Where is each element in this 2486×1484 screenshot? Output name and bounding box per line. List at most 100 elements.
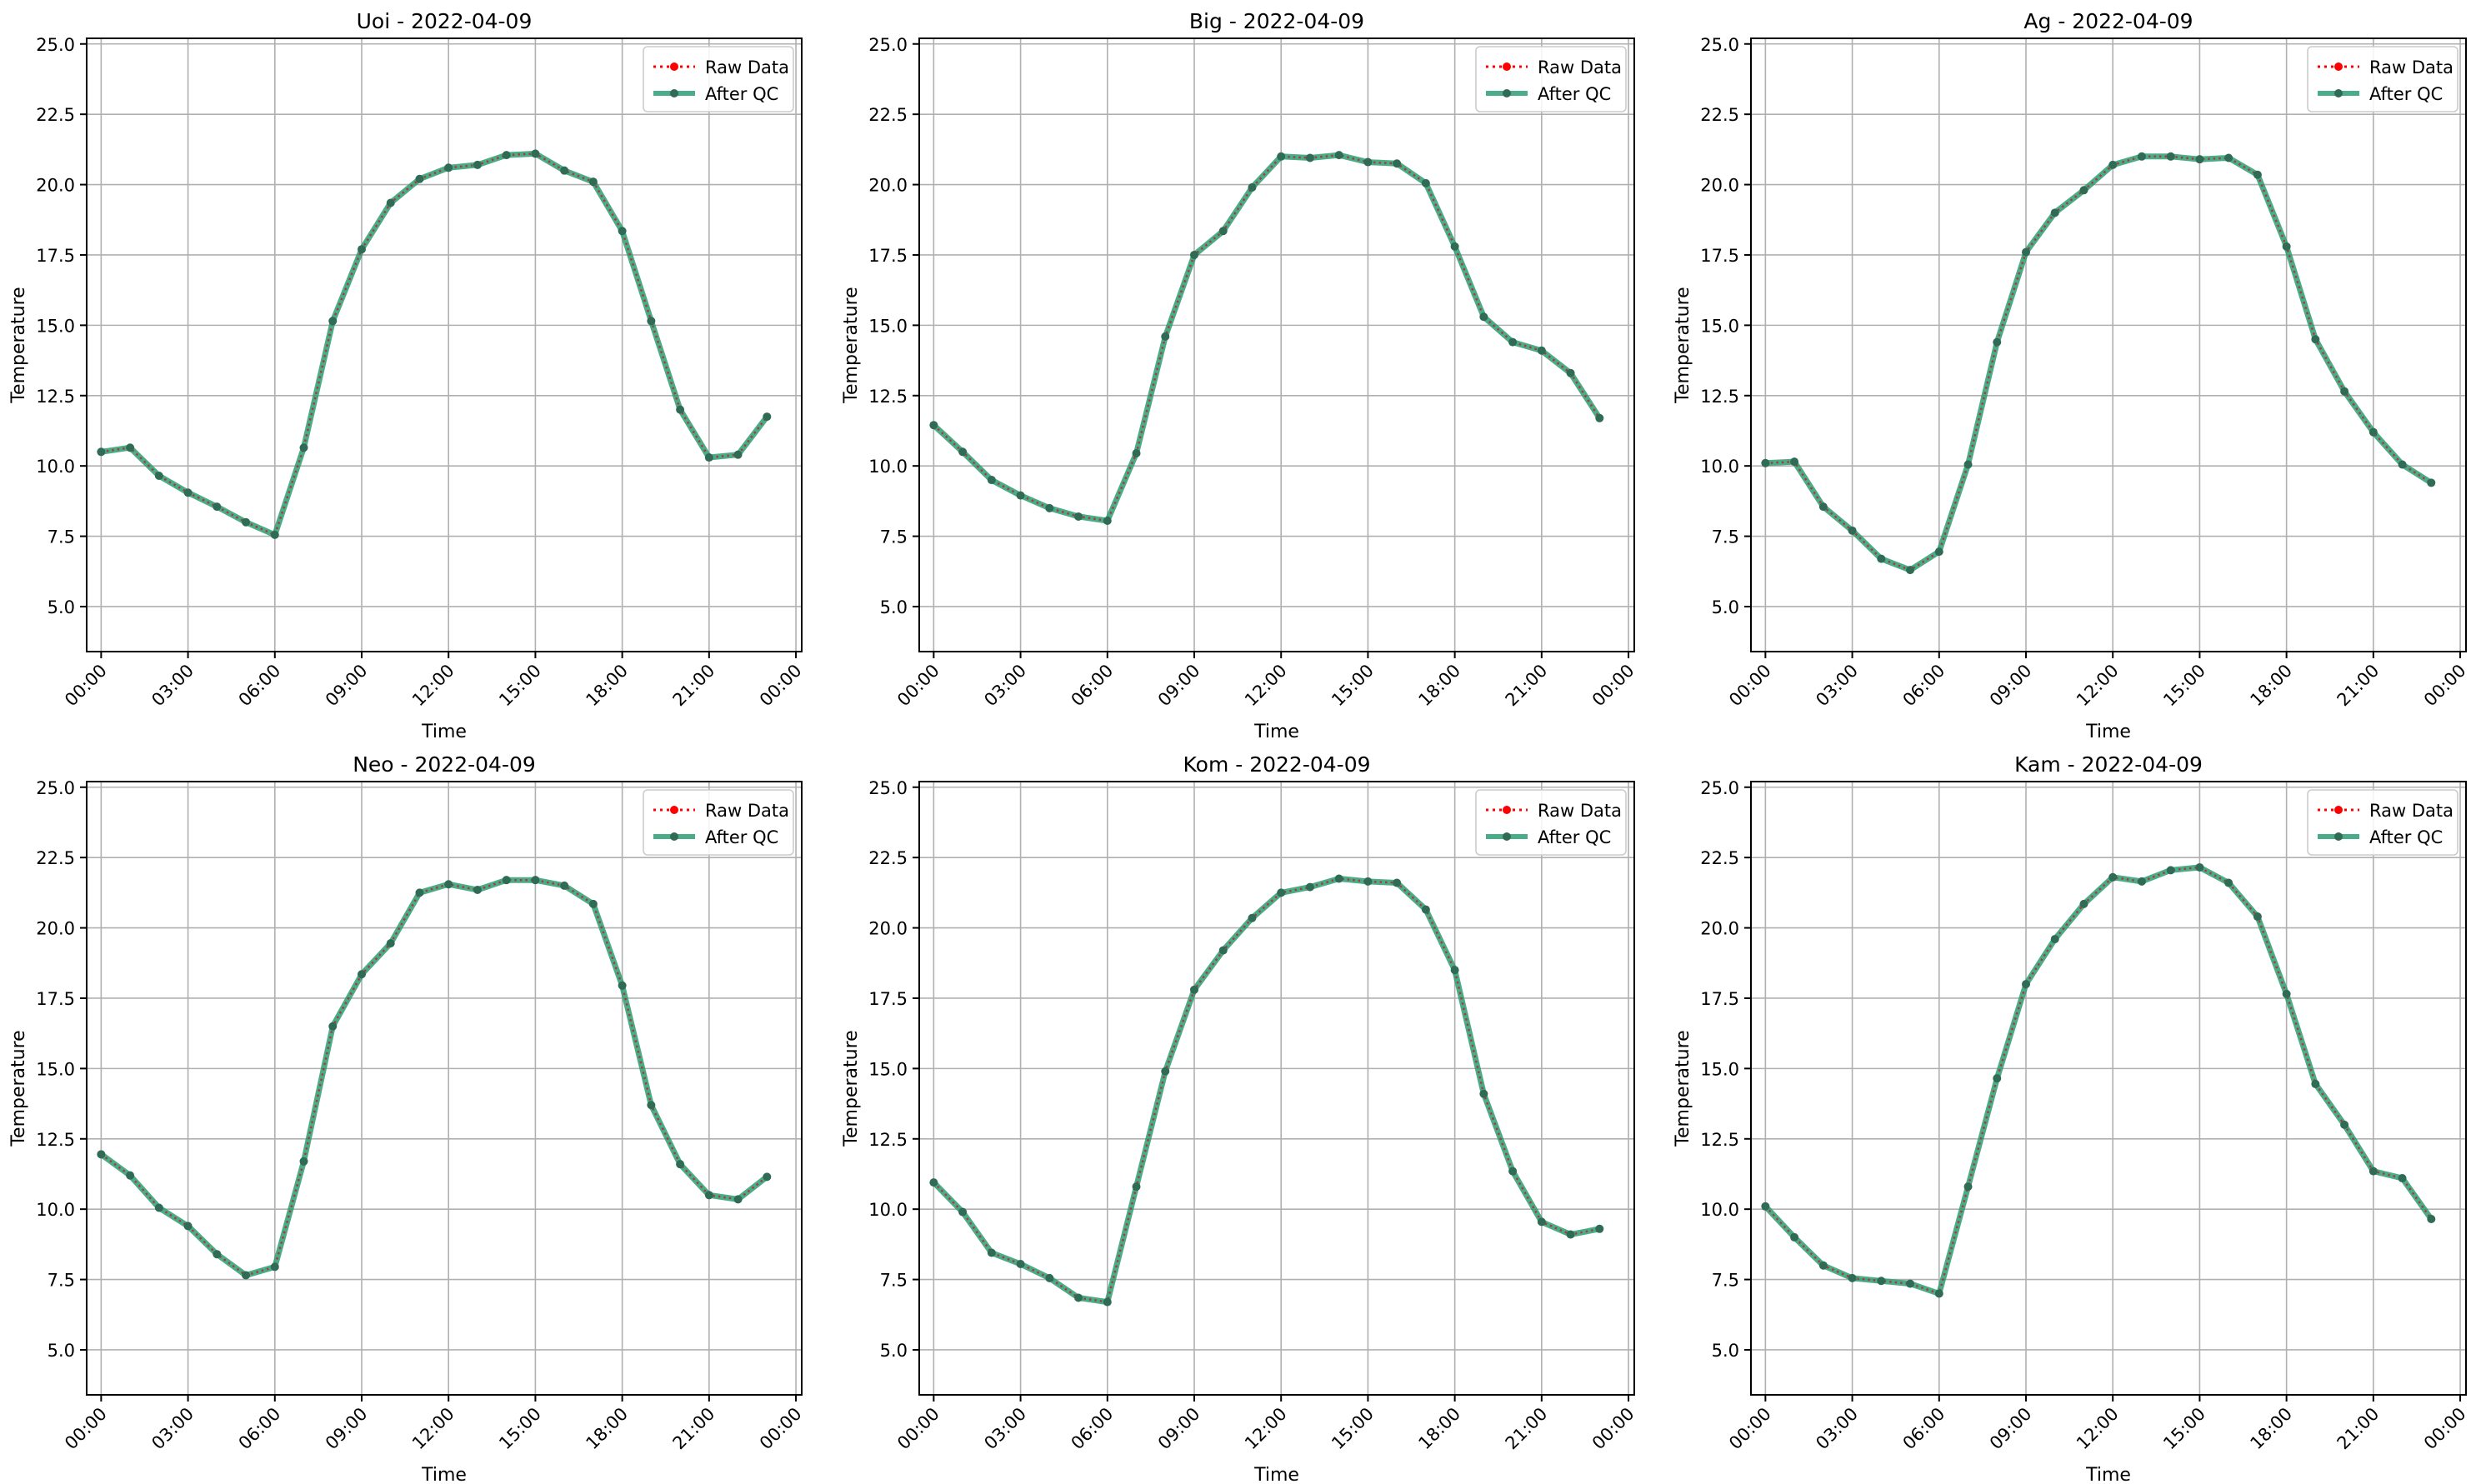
subplot-title: Neo - 2022-04-09 xyxy=(353,752,536,777)
x-tick-label: 00:00 xyxy=(756,1404,806,1454)
legend-label-after-qc: After QC xyxy=(1538,827,1611,847)
data-point xyxy=(1790,1232,1799,1242)
x-tick-label: 18:00 xyxy=(582,661,632,711)
data-point xyxy=(299,443,308,452)
y-tick-label: 22.5 xyxy=(36,105,75,125)
data-point xyxy=(1537,346,1546,355)
data-point xyxy=(1218,227,1228,236)
data-point xyxy=(1877,554,1886,563)
legend-label-raw-data: Raw Data xyxy=(1538,801,1622,821)
data-point xyxy=(2195,862,2204,872)
y-tick-label: 25.0 xyxy=(1700,35,1739,55)
data-point xyxy=(1848,526,1857,535)
x-tick-label: 03:00 xyxy=(148,1404,198,1454)
data-point xyxy=(2340,387,2349,396)
data-point xyxy=(2368,1167,2378,1176)
x-tick-label: 09:00 xyxy=(322,1404,372,1454)
legend-marker-raw-data xyxy=(2334,62,2343,71)
data-point xyxy=(1074,1293,1083,1302)
x-tick-label: 09:00 xyxy=(1986,1404,2036,1454)
subplot-grid: 5.0 7.5 10.0 12.5 15.0 17.5 20.0 22.5 25.0 00:00 0… xyxy=(8,9,2470,1484)
data-point xyxy=(2311,335,2320,344)
data-point xyxy=(183,1222,193,1231)
data-point xyxy=(1963,460,1973,469)
data-point xyxy=(1761,1202,1770,1211)
x-tick-label: 06:00 xyxy=(235,661,285,711)
x-tick-label: 00:00 xyxy=(1588,1404,1638,1454)
data-point xyxy=(386,939,395,948)
data-point xyxy=(126,1171,135,1180)
y-tick-label: 10.0 xyxy=(36,1200,75,1220)
legend-marker-after-qc xyxy=(670,832,678,841)
data-point xyxy=(358,245,366,254)
subplot-title: Uoi - 2022-04-09 xyxy=(357,9,533,33)
data-point xyxy=(183,488,193,497)
data-point xyxy=(1393,159,1402,168)
data-point xyxy=(213,502,222,512)
data-point xyxy=(1334,874,1343,883)
y-tick-label: 5.0 xyxy=(48,1341,75,1361)
data-point xyxy=(2137,152,2146,161)
data-point xyxy=(1045,503,1054,512)
series-after-qc-line xyxy=(99,877,769,1278)
y-tick-label: 5.0 xyxy=(1712,597,1739,617)
x-tick-label: 06:00 xyxy=(1068,661,1118,711)
data-point xyxy=(560,881,569,890)
data-point xyxy=(1305,882,1314,892)
data-point xyxy=(1218,946,1228,955)
data-point xyxy=(588,899,598,908)
y-axis-label: Temperature xyxy=(1673,1030,1693,1147)
y-tick-label: 17.5 xyxy=(1700,989,1739,1009)
y-tick-label: 25.0 xyxy=(1700,778,1739,798)
data-point xyxy=(1016,491,1025,500)
data-point xyxy=(560,166,569,175)
data-point xyxy=(1421,905,1430,914)
data-point xyxy=(1450,966,1459,975)
data-point xyxy=(704,1191,713,1200)
legend-marker-raw-data xyxy=(1503,806,1511,814)
y-tick-label: 7.5 xyxy=(48,527,75,547)
y-tick-label: 10.0 xyxy=(868,457,908,477)
x-tick-label: 06:00 xyxy=(1899,1404,1949,1454)
legend: Raw Data After QC xyxy=(2307,789,2458,856)
legend-label-raw-data: Raw Data xyxy=(1538,57,1622,77)
data-point xyxy=(1305,153,1314,162)
data-point xyxy=(987,476,996,485)
data-point xyxy=(2224,878,2233,887)
data-point xyxy=(242,1271,251,1280)
subplot-title: Kom - 2022-04-09 xyxy=(1183,752,1371,777)
subplot-title: Ag - 2022-04-09 xyxy=(2023,9,2193,33)
x-tick-label: 00:00 xyxy=(893,1404,943,1454)
data-point xyxy=(2253,912,2262,922)
data-point xyxy=(1190,250,1198,259)
y-tick-label: 20.0 xyxy=(1700,919,1739,939)
data-point xyxy=(987,1248,996,1257)
data-point xyxy=(2398,1174,2407,1183)
y-tick-label: 17.5 xyxy=(868,989,908,1009)
legend: Raw Data After QC xyxy=(643,46,794,112)
y-tick-label: 25.0 xyxy=(868,778,908,798)
y-tick-label: 12.5 xyxy=(868,387,908,407)
x-tick-label: 12:00 xyxy=(408,1404,458,1454)
data-point xyxy=(270,530,279,539)
x-tick-label: 09:00 xyxy=(1154,1404,1204,1454)
plot-frame xyxy=(86,37,803,652)
x-tick-label: 03:00 xyxy=(980,1404,1030,1454)
series-after-qc-line xyxy=(932,152,1603,524)
data-point xyxy=(704,453,713,462)
plot-frame xyxy=(918,37,1635,652)
y-tick-label: 12.5 xyxy=(36,1130,75,1150)
data-point xyxy=(473,885,482,894)
data-point xyxy=(1537,1217,1546,1227)
y-tick-label: 5.0 xyxy=(880,597,908,617)
y-tick-label: 12.5 xyxy=(1700,387,1739,407)
y-axis-label: Temperature xyxy=(1673,287,1693,403)
data-point xyxy=(242,517,251,527)
y-tick-label: 10.0 xyxy=(1700,457,1739,477)
data-point xyxy=(2195,155,2204,164)
data-point xyxy=(2282,989,2291,998)
data-point xyxy=(358,970,366,979)
data-point xyxy=(2282,242,2291,251)
data-point xyxy=(2224,153,2233,162)
y-tick-label: 17.5 xyxy=(36,989,75,1009)
